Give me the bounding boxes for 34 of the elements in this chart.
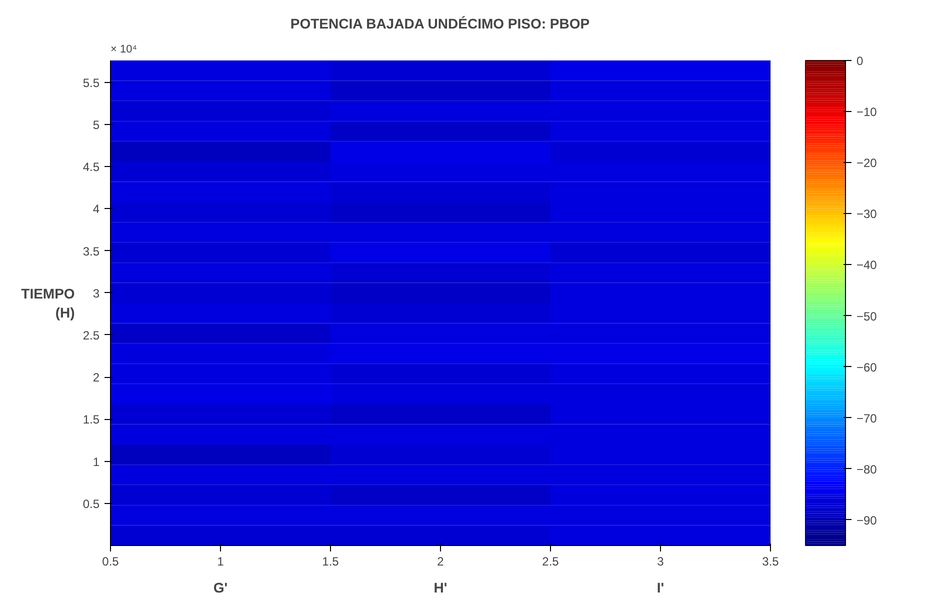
x-tick-label: 3.5 <box>762 554 780 568</box>
color-bar-label: −10 <box>856 105 878 120</box>
y-tick-label: 1.5 <box>82 412 100 427</box>
color-bar-label: −90 <box>856 513 878 528</box>
x-tick-label: 3 <box>657 554 664 568</box>
color-bar-label: −50 <box>856 309 878 324</box>
text: H' <box>434 580 448 596</box>
color-bar-label: −70 <box>856 411 878 426</box>
y-tick-label: 4.5 <box>82 160 100 174</box>
x-tick-label: 1.5 <box>322 554 340 568</box>
y-tick-label: 0.5 <box>82 496 100 511</box>
text: × 10⁴ <box>110 44 138 56</box>
y-tick-label: 2.5 <box>82 328 100 342</box>
color-bar-label: −20 <box>856 156 878 170</box>
color-bar-label: −40 <box>856 258 878 272</box>
x-tick-label: 1 <box>217 554 224 568</box>
y-tick-label: 4 <box>92 202 100 216</box>
x-tick-label: 2.5 <box>542 554 560 568</box>
color-bar-label: −60 <box>856 360 878 374</box>
y-tick-label: 5.5 <box>82 76 100 90</box>
color-bar-label: −30 <box>856 207 878 222</box>
chart-title: POTENCIA BAJADA UNDÉCIMO PISO: PBOP <box>290 16 590 32</box>
y-tick-label: 3 <box>92 286 100 300</box>
y-axis-title: TIEMPO (H) <box>21 285 75 321</box>
text: I' <box>656 580 664 596</box>
x-tick-label: 0.5 <box>102 554 120 568</box>
color-bar-label: −80 <box>856 462 878 476</box>
color-bar-label: 0 <box>856 54 864 68</box>
y-tick-label: 2 <box>92 370 100 385</box>
y-tick-label: 1 <box>92 454 100 469</box>
y-tick-label: 5 <box>92 118 100 132</box>
x-tick-label: 2 <box>437 554 444 568</box>
y-tick-label: 3.5 <box>82 244 100 258</box>
text: G' <box>213 580 228 596</box>
